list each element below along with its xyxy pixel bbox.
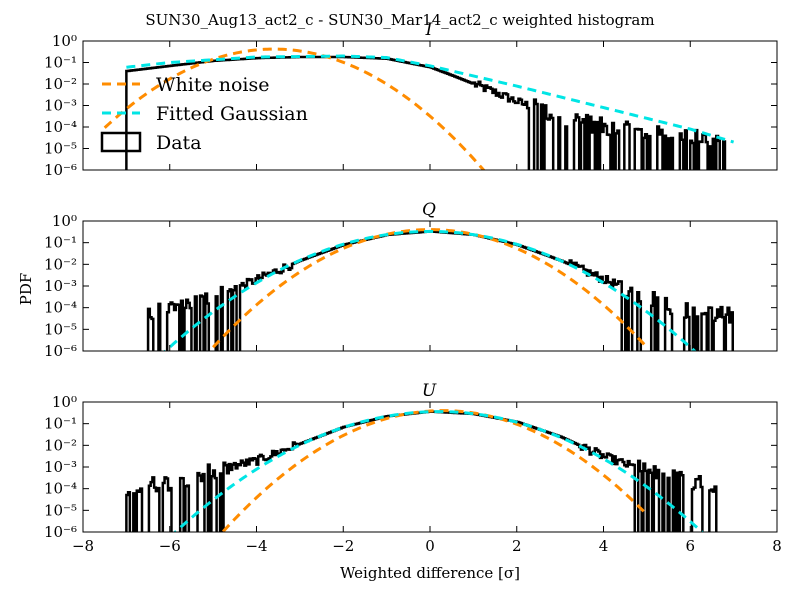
x-tick-label: −2 bbox=[332, 537, 354, 555]
x-tick-label: −6 bbox=[159, 537, 181, 555]
x-tick-label: 8 bbox=[772, 537, 782, 555]
series-fitted-gaussian bbox=[126, 54, 735, 144]
y-tick-label: 10⁻⁵ bbox=[44, 140, 77, 158]
x-tick-label: 4 bbox=[599, 537, 609, 555]
panels: I 10⁰ 10⁻¹ 10⁻² 10⁻³ 10⁻⁴ 10⁻⁵ 10⁻⁶ Q 10⁰ 10⁻¹ 10⁻²… bbox=[44, 20, 782, 555]
panel-q: Q 10⁰ 10⁻¹ 10⁻² 10⁻³ 10⁻⁴ 10⁻⁵ 10⁻⁶ bbox=[44, 200, 778, 360]
series-fitted-gaussian bbox=[173, 410, 705, 532]
y-tick-label: 10⁻⁵ bbox=[44, 320, 77, 338]
plot-area bbox=[146, 228, 735, 351]
x-axis-label: Weighted difference [σ] bbox=[340, 564, 520, 582]
legend-swatch bbox=[100, 131, 142, 153]
legend-entry-white-noise: White noise bbox=[102, 74, 270, 96]
legend-entry-fitted-gaussian: Fitted Gaussian bbox=[102, 103, 308, 125]
series-data bbox=[125, 410, 718, 532]
legend-entry-data: Data bbox=[100, 131, 202, 154]
y-tick-label: 10⁻⁶ bbox=[44, 161, 77, 179]
y-tick-label: 10⁻² bbox=[44, 436, 77, 454]
panel-title: I bbox=[425, 20, 433, 40]
legend-label: Data bbox=[156, 132, 202, 154]
y-tick-label: 10⁰ bbox=[52, 212, 77, 230]
legend-label: Fitted Gaussian bbox=[156, 103, 308, 125]
y-tick-label: 10⁰ bbox=[52, 393, 77, 411]
x-tick-label: 2 bbox=[512, 537, 522, 555]
y-axis-label: PDF bbox=[17, 273, 35, 306]
y-tick-label: 10⁰ bbox=[52, 32, 77, 50]
y-tick-label: 10⁻⁶ bbox=[44, 342, 77, 360]
y-tick-label: 10⁻¹ bbox=[44, 415, 77, 433]
series-data bbox=[146, 230, 735, 351]
panel-i: I 10⁰ 10⁻¹ 10⁻² 10⁻³ 10⁻⁴ 10⁻⁵ 10⁻⁶ bbox=[44, 20, 778, 179]
y-tick-label: 10⁻³ bbox=[44, 458, 77, 476]
y-tick-label: 10⁻⁴ bbox=[44, 118, 77, 136]
panel-title: Q bbox=[422, 200, 436, 220]
y-tick-label: 10⁻¹ bbox=[44, 54, 77, 72]
y-tick-label: 10⁻³ bbox=[44, 97, 77, 115]
y-tick-label: 10⁻³ bbox=[44, 277, 77, 295]
plot-area bbox=[103, 47, 735, 170]
legend-label: White noise bbox=[156, 74, 270, 96]
x-tick-label: 6 bbox=[685, 537, 695, 555]
y-tick-label: 10⁻⁵ bbox=[44, 501, 77, 519]
series-white-noise bbox=[212, 228, 648, 349]
x-tick-label: −4 bbox=[245, 537, 267, 555]
y-tick-label: 10⁻⁴ bbox=[44, 480, 77, 498]
legend: White noise Fitted Gaussian Data bbox=[100, 74, 308, 154]
x-tick-label: 0 bbox=[425, 537, 435, 555]
y-tick-label: 10⁻⁴ bbox=[44, 299, 77, 317]
figure-suptitle: SUN30_Aug13_act2_c - SUN30_Mar14_act2_c … bbox=[145, 11, 654, 29]
series-white-noise bbox=[220, 409, 648, 532]
series-fitted-gaussian bbox=[163, 229, 697, 351]
y-tick-label: 10⁻⁶ bbox=[44, 523, 77, 541]
x-tick-label: −8 bbox=[72, 537, 94, 555]
panel-u: U −8 −6 −4 −2 0 2 4 6 8 10⁰ 10⁻¹ 10⁻² 10⁻³ 10⁻⁴ 10⁻⁵ 10⁻… bbox=[44, 381, 782, 555]
y-tick-label: 10⁻² bbox=[44, 255, 77, 273]
y-tick-label: 10⁻² bbox=[44, 75, 77, 93]
panel-title: U bbox=[422, 381, 437, 401]
series-white-noise bbox=[103, 47, 486, 170]
y-tick-label: 10⁻¹ bbox=[44, 234, 77, 252]
plot-area bbox=[125, 409, 718, 532]
